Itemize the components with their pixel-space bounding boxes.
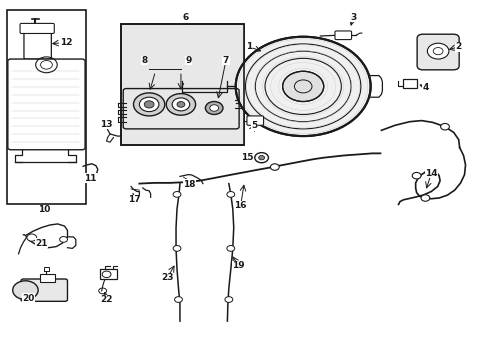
Circle shape [205,102,223,114]
Circle shape [224,297,232,302]
FancyBboxPatch shape [20,23,54,33]
Circle shape [177,102,184,107]
Text: 17: 17 [128,195,141,204]
Circle shape [226,246,234,251]
Text: 10: 10 [38,205,50,214]
FancyBboxPatch shape [246,116,263,125]
FancyBboxPatch shape [40,274,55,282]
FancyBboxPatch shape [100,269,117,279]
Circle shape [270,164,279,170]
Text: 20: 20 [22,294,35,302]
Text: 9: 9 [184,56,191,65]
Circle shape [258,156,264,160]
Circle shape [102,271,111,278]
Text: 11: 11 [84,174,97,183]
FancyBboxPatch shape [121,24,244,145]
FancyBboxPatch shape [8,59,85,150]
Text: 23: 23 [161,274,173,282]
Circle shape [133,93,164,116]
Text: 7: 7 [222,56,229,65]
Text: 2: 2 [455,42,461,51]
Circle shape [235,37,370,136]
Circle shape [139,97,159,112]
Text: 22: 22 [100,295,113,304]
FancyBboxPatch shape [402,79,416,88]
Circle shape [427,43,448,59]
Circle shape [172,98,189,111]
Circle shape [144,101,154,108]
Text: 8: 8 [141,56,147,65]
Circle shape [440,123,448,130]
FancyBboxPatch shape [334,31,351,40]
Text: 15: 15 [240,153,253,162]
Text: 21: 21 [35,238,48,248]
Text: 3: 3 [349,13,355,22]
Circle shape [173,192,181,197]
Circle shape [174,297,182,302]
Text: 5: 5 [251,122,257,130]
Circle shape [411,172,420,179]
Circle shape [226,192,234,197]
Text: 4: 4 [421,83,428,91]
FancyBboxPatch shape [7,10,85,204]
Text: 14: 14 [424,169,437,178]
FancyBboxPatch shape [24,29,51,59]
Text: 13: 13 [100,120,113,129]
Circle shape [60,237,67,242]
Circle shape [282,71,323,102]
FancyBboxPatch shape [122,25,243,144]
Circle shape [173,246,181,251]
Text: 12: 12 [60,38,72,47]
Text: 16: 16 [234,202,246,210]
Text: 1: 1 [246,42,252,51]
Text: 18: 18 [183,180,196,189]
Circle shape [209,105,218,111]
Circle shape [420,195,429,201]
FancyBboxPatch shape [21,279,67,301]
Circle shape [166,94,195,115]
Text: 6: 6 [183,13,188,22]
Text: 19: 19 [232,261,244,270]
Circle shape [27,234,37,241]
Circle shape [13,281,38,300]
FancyBboxPatch shape [416,34,458,70]
